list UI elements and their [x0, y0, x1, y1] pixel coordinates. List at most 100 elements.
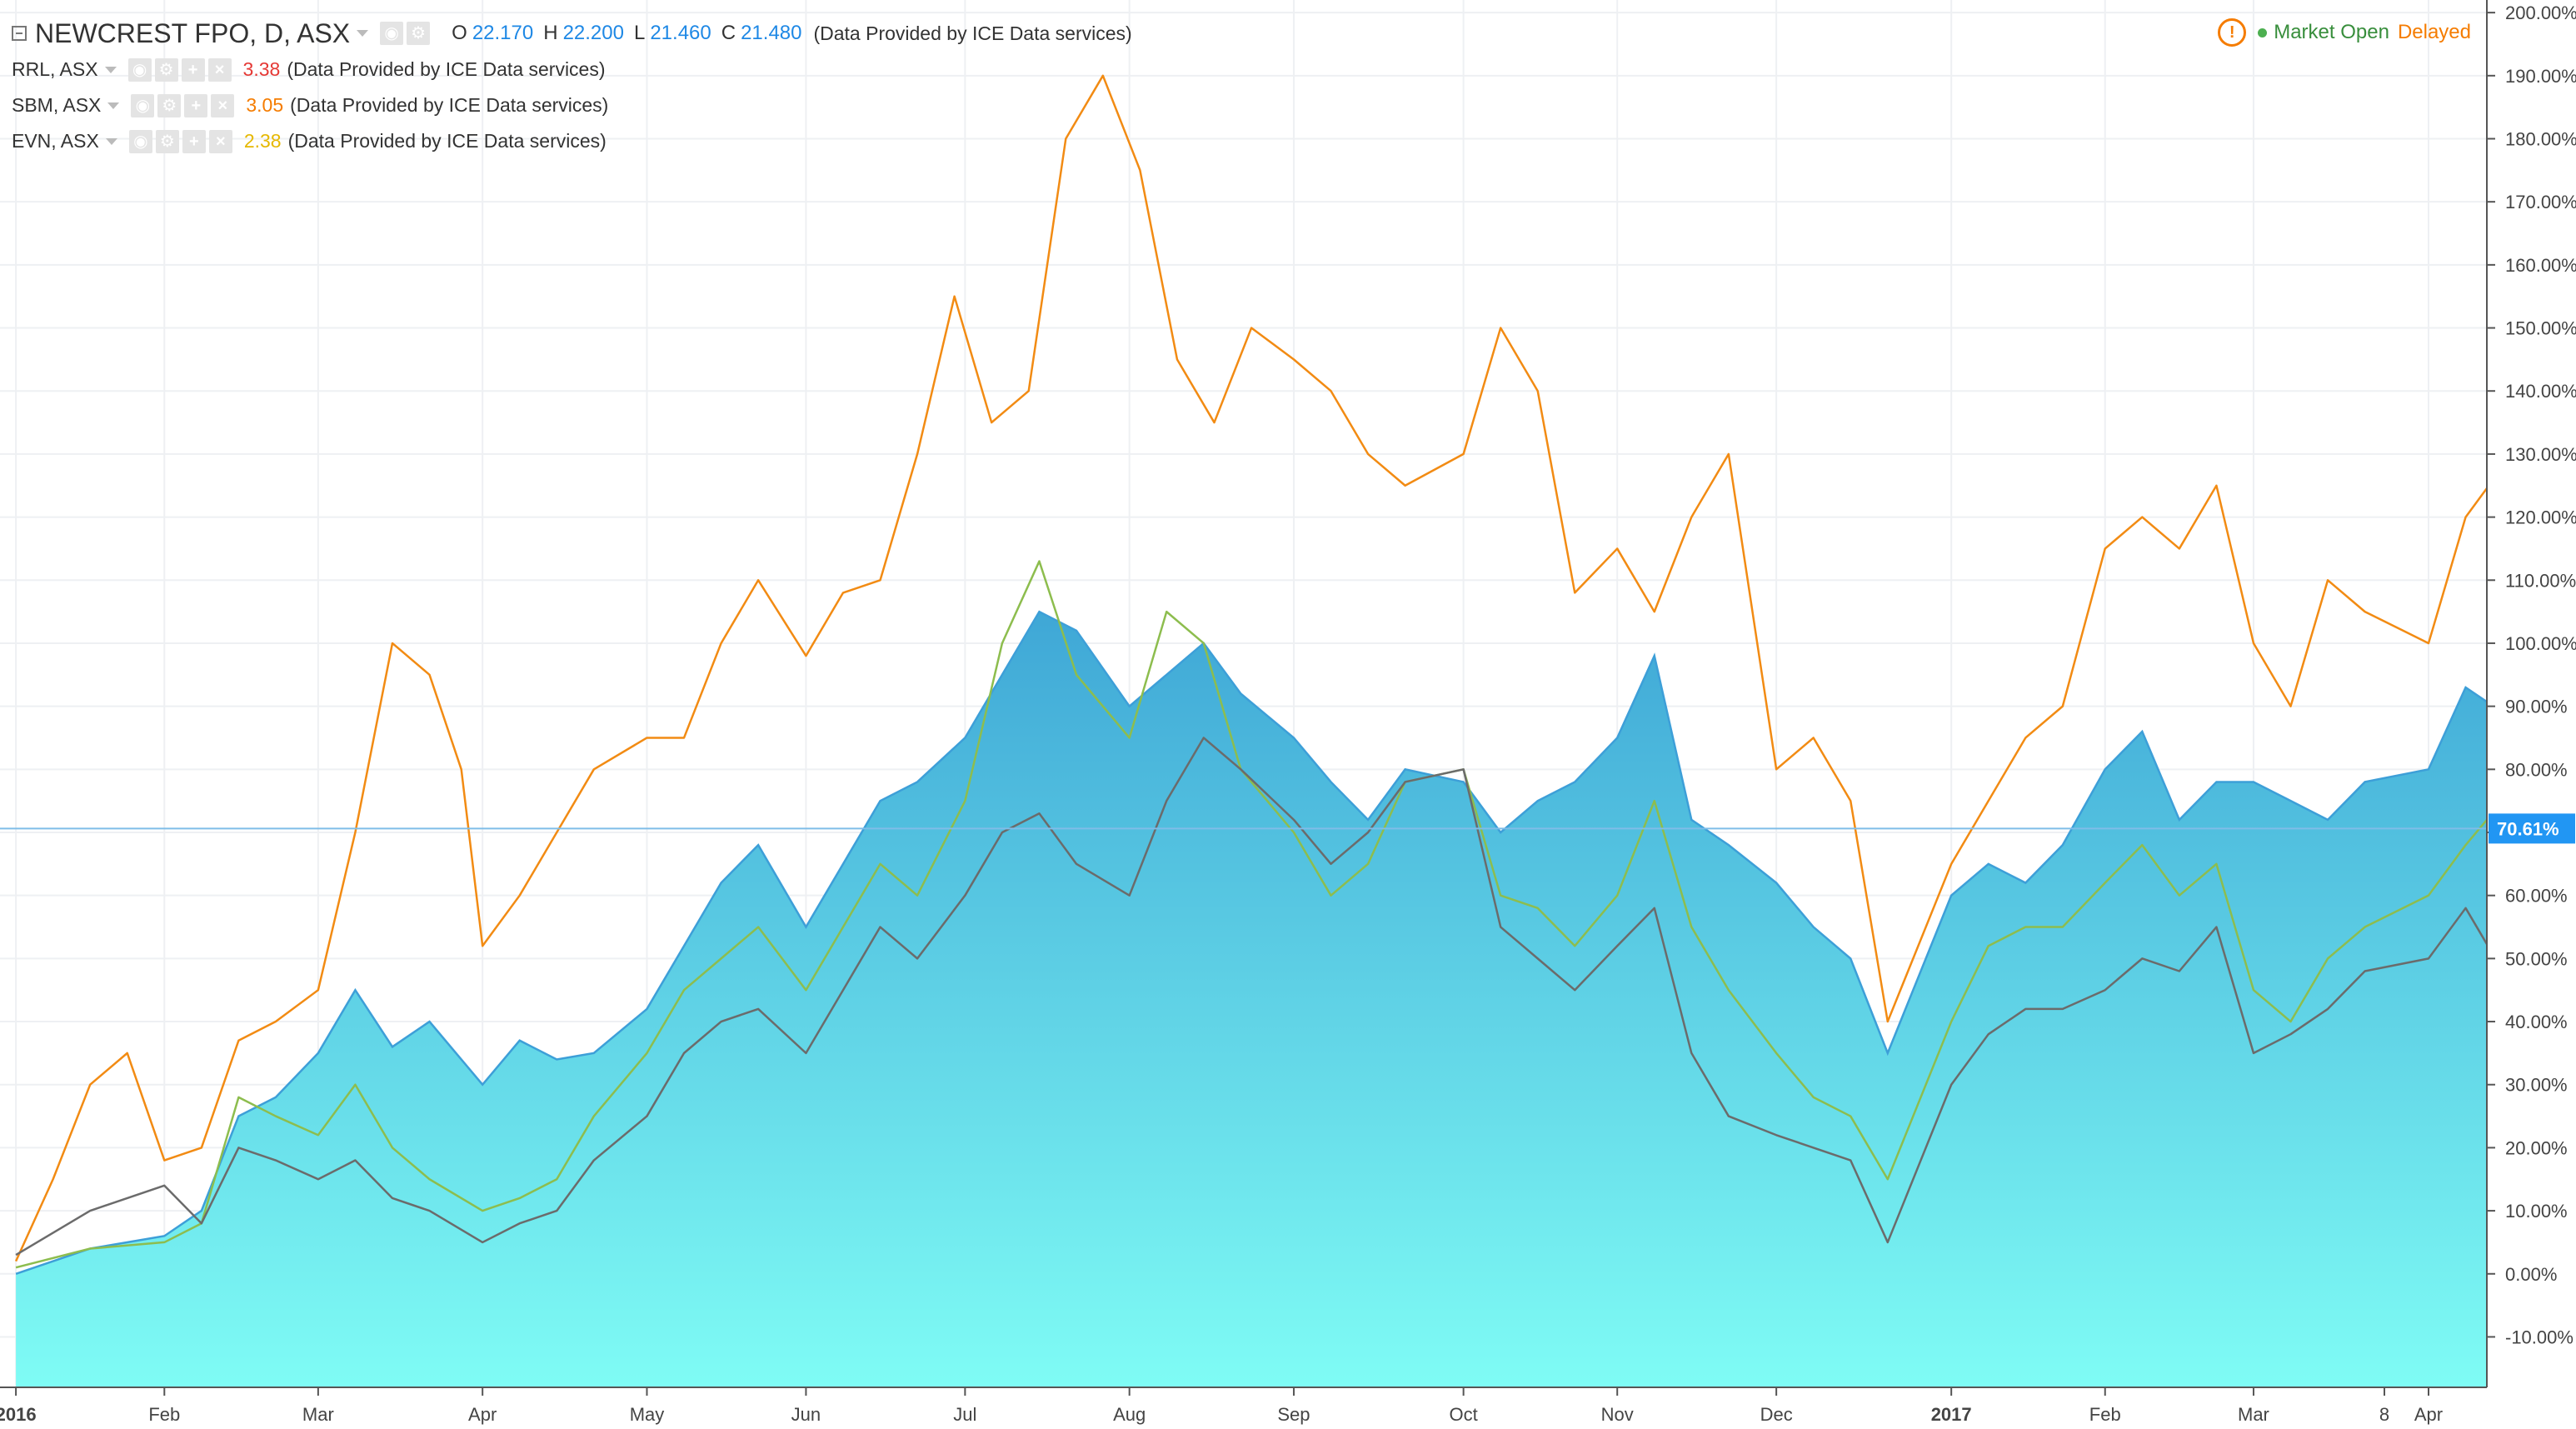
- compare-label[interactable]: SBM, ASX: [12, 94, 102, 116]
- compare-actions: ◉ ⚙ + ×: [131, 93, 235, 117]
- y-tick-label: 10.00%: [2505, 1201, 2568, 1222]
- delayed-label: Delayed: [2397, 21, 2471, 43]
- y-tick-label: 40.00%: [2505, 1012, 2568, 1032]
- ohlc-close-value: 21.480: [741, 22, 802, 44]
- y-tick-label: 80.00%: [2505, 759, 2568, 780]
- provider-note: (Data Provided by ICE Data services): [287, 58, 606, 80]
- ohlc-open-key: O: [452, 22, 467, 44]
- y-tick-label: 180.00%: [2505, 129, 2576, 150]
- y-tick-label: 130.00%: [2505, 444, 2576, 465]
- x-tick-label: Jun: [791, 1404, 821, 1425]
- time-axis-bg: [0, 1387, 2576, 1429]
- ohlc-high-value: 22.200: [562, 22, 624, 44]
- chart-legend: NEWCREST FPO, D, ASX ◉ ⚙ O 22.170 H 22.2…: [12, 15, 1132, 159]
- y-tick-label: 60.00%: [2505, 886, 2568, 907]
- x-tick-label: 8: [2379, 1404, 2389, 1425]
- chevron-down-icon[interactable]: [357, 30, 369, 37]
- status-dot-icon: [2258, 27, 2268, 37]
- gear-icon[interactable]: ⚙: [155, 129, 179, 153]
- y-tick-label: 0.00%: [2505, 1264, 2557, 1285]
- provider-note: (Data Provided by ICE Data services): [287, 130, 607, 152]
- y-tick-label: 90.00%: [2505, 697, 2568, 717]
- chevron-down-icon[interactable]: [107, 102, 120, 109]
- eye-icon[interactable]: ◉: [380, 22, 404, 45]
- y-tick-label: -10.00%: [2505, 1327, 2574, 1347]
- provider-note: (Data Provided by ICE Data services): [813, 22, 1132, 44]
- compare-actions: ◉ ⚙ + ×: [128, 129, 232, 153]
- close-icon[interactable]: ×: [207, 57, 232, 82]
- x-tick-label: May: [630, 1404, 665, 1425]
- series-line-sbm: [14, 74, 2576, 1262]
- x-tick-label: 2017: [1931, 1404, 1972, 1425]
- main-symbol-row: NEWCREST FPO, D, ASX ◉ ⚙ O 22.170 H 22.2…: [12, 15, 1132, 52]
- compare-value: 3.38: [242, 58, 281, 80]
- compare-label[interactable]: EVN, ASX: [12, 130, 99, 152]
- market-open-label: Market Open: [2274, 21, 2389, 43]
- x-tick-label: Mar: [2238, 1404, 2269, 1425]
- compare-row-sbm: SBM, ASX ◉ ⚙ + × 3.05 (Data Provided by …: [12, 87, 1132, 123]
- x-tick-label: Nov: [1601, 1404, 1634, 1425]
- series-area-newcrest: [16, 612, 2576, 1387]
- y-tick-label: 170.00%: [2505, 192, 2576, 212]
- y-tick-label: 110.00%: [2505, 570, 2576, 591]
- close-icon[interactable]: ×: [208, 129, 232, 153]
- close-icon[interactable]: ×: [211, 93, 235, 117]
- y-tick-label: 120.00%: [2505, 507, 2576, 528]
- x-tick-label: Mar: [302, 1404, 334, 1425]
- symbol-actions: ◉ ⚙: [380, 22, 431, 45]
- x-tick-label: Apr: [468, 1404, 497, 1425]
- y-tick-label: 20.00%: [2505, 1137, 2568, 1158]
- y-tick-label: 160.00%: [2505, 255, 2576, 276]
- compare-row-rrl: RRL, ASX ◉ ⚙ + × 3.38 (Data Provided by …: [12, 52, 1132, 87]
- y-tick-label: 190.00%: [2505, 66, 2576, 87]
- series-line-newcrest: [15, 610, 2576, 1275]
- gear-icon[interactable]: ⚙: [407, 22, 431, 45]
- eye-icon[interactable]: ◉: [131, 93, 155, 117]
- y-tick-label: 150.00%: [2505, 318, 2576, 339]
- gear-icon[interactable]: ⚙: [157, 93, 182, 117]
- plus-icon[interactable]: +: [184, 93, 208, 117]
- ohlc-high-key: H: [543, 22, 558, 44]
- ohlc-open-value: 22.170: [472, 22, 534, 44]
- current-value-badge: [2489, 813, 2575, 844]
- x-tick-label: Apr: [2414, 1404, 2443, 1425]
- main-symbol-title[interactable]: NEWCREST FPO, D, ASX: [35, 17, 351, 48]
- compare-row-evn: EVN, ASX ◉ ⚙ + × 2.38 (Data Provided by …: [12, 123, 1132, 159]
- y-tick-label: 140.00%: [2505, 381, 2576, 402]
- plus-icon[interactable]: +: [182, 129, 206, 153]
- x-tick-label: Feb: [148, 1404, 180, 1425]
- y-tick-label: 200.00%: [2505, 2, 2576, 23]
- collapse-icon[interactable]: [12, 26, 27, 41]
- x-tick-label: Feb: [2089, 1404, 2121, 1425]
- compare-label[interactable]: RRL, ASX: [12, 58, 98, 80]
- market-status: ! Market Open Delayed: [2218, 18, 2471, 47]
- series-line-evn: [15, 560, 2576, 1269]
- x-tick-label: Oct: [1450, 1404, 1478, 1425]
- warning-icon[interactable]: !: [2218, 18, 2247, 47]
- price-axis-bg: [2487, 0, 2576, 1429]
- chevron-down-icon[interactable]: [105, 137, 117, 145]
- x-tick-label: Jul: [953, 1404, 976, 1425]
- ohlc-low-key: L: [633, 22, 646, 44]
- compare-value: 3.05: [246, 94, 284, 116]
- eye-icon[interactable]: ◉: [128, 129, 152, 153]
- x-tick-label: 2016: [0, 1404, 37, 1425]
- y-tick-label: 30.00%: [2505, 1075, 2568, 1096]
- gear-icon[interactable]: ⚙: [154, 57, 178, 82]
- ohlc-low-value: 21.460: [650, 22, 711, 44]
- current-value-label: 70.61%: [2497, 818, 2559, 839]
- compare-actions: ◉ ⚙ + ×: [127, 57, 232, 82]
- series-line-rrl: [15, 737, 2576, 1257]
- y-tick-label: 50.00%: [2505, 948, 2568, 969]
- eye-icon[interactable]: ◉: [127, 57, 152, 82]
- compare-value: 2.38: [243, 130, 282, 152]
- chevron-down-icon[interactable]: [104, 66, 117, 73]
- x-tick-label: Dec: [1760, 1404, 1793, 1425]
- plus-icon[interactable]: +: [181, 57, 205, 82]
- ohlc-close-key: C: [721, 22, 736, 44]
- provider-note: (Data Provided by ICE Data services): [290, 94, 609, 116]
- y-tick-label: 100.00%: [2505, 633, 2576, 654]
- x-tick-label: Aug: [1113, 1404, 1146, 1425]
- x-tick-label: Sep: [1277, 1404, 1310, 1425]
